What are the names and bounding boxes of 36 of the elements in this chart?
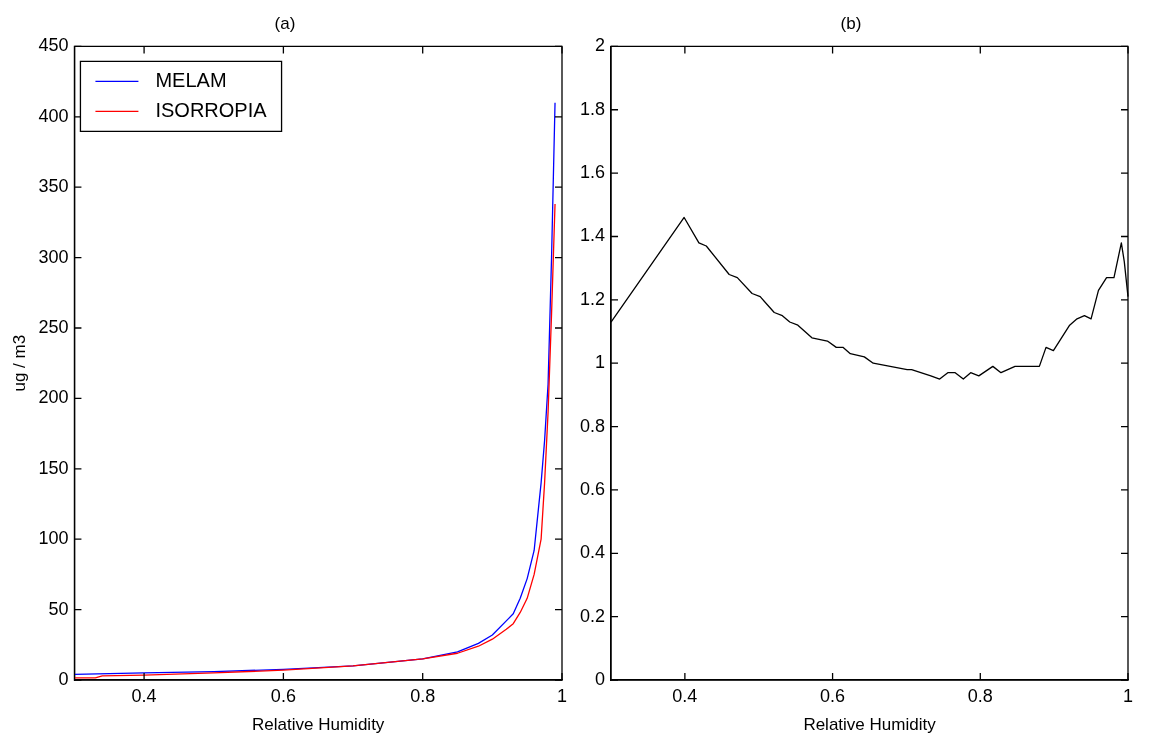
- y-tick-label: 450: [38, 35, 69, 56]
- x-tick-label: 0.8: [410, 685, 436, 706]
- y-tick-label: 1.2: [579, 288, 606, 309]
- x-tick-label: 0.4: [672, 685, 698, 706]
- y-tick-label: 1.8: [579, 98, 606, 119]
- x-axis-title: Relative Humidity: [252, 715, 385, 735]
- y-tick-label: 1: [595, 352, 606, 373]
- y-tick-label: 0.8: [579, 415, 606, 436]
- x-tick-label: 0.6: [820, 685, 846, 706]
- x-axis-title: Relative Humidity: [803, 715, 937, 735]
- y-tick-label: 1.6: [579, 162, 606, 183]
- y-tick-label: 100: [38, 528, 69, 549]
- y-tick-label: 150: [38, 457, 69, 478]
- y-tick-label: 50: [48, 598, 69, 619]
- y-tick-label: 2: [595, 35, 606, 56]
- y-tick-label: 0.4: [579, 542, 606, 563]
- chart-title: (b): [840, 13, 862, 33]
- x-tick-label: 1: [556, 685, 568, 706]
- y-tick-label: 250: [38, 316, 69, 337]
- y-tick-label: 1.4: [579, 225, 606, 246]
- y-tick-label: 200: [38, 387, 69, 408]
- legend-label: ISORROPIA: [155, 98, 268, 121]
- y-axis-title: ug / m3: [9, 334, 29, 392]
- x-tick-label: 0.8: [967, 685, 993, 706]
- chart-title: (a): [274, 13, 296, 33]
- y-tick-label: 300: [38, 246, 69, 267]
- y-tick-label: 350: [38, 176, 69, 197]
- y-tick-label: 0: [595, 668, 606, 689]
- y-tick-label: 0.2: [579, 605, 606, 626]
- y-tick-label: 0.6: [579, 478, 606, 499]
- x-tick-label: 0.4: [131, 685, 157, 706]
- y-tick-label: 400: [38, 105, 69, 126]
- x-tick-label: 1: [1122, 685, 1134, 706]
- x-tick-label: 0.6: [270, 685, 296, 706]
- legend-label: MELAM: [155, 68, 227, 91]
- y-tick-label: 0: [58, 668, 69, 689]
